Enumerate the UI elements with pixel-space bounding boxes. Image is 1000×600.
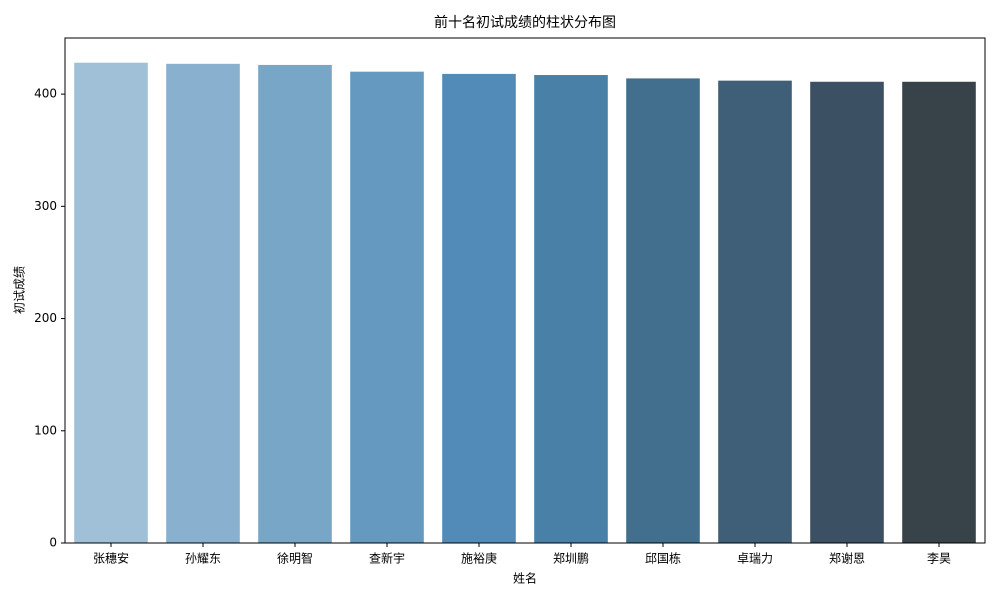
x-tick-label: 孙耀东: [185, 552, 221, 566]
bar: [74, 62, 148, 543]
y-tick-label: 0: [49, 536, 57, 550]
x-tick-label: 卓瑞力: [737, 552, 773, 566]
plot-frame: [64, 37, 986, 544]
x-tick-label: 张穗安: [93, 551, 129, 566]
bar: [534, 75, 608, 544]
x-tick-label: 李昊: [927, 551, 951, 566]
bar: [166, 63, 240, 544]
bar: [350, 71, 424, 544]
x-axis-label: 姓名: [513, 571, 537, 586]
x-tick-label: 徐明智: [277, 551, 313, 566]
y-tick-label: 200: [34, 311, 57, 325]
y-axis-label: 初试成绩: [12, 266, 27, 314]
y-tick-label: 400: [34, 87, 57, 101]
bar: [810, 81, 884, 544]
y-tick-label: 300: [34, 199, 57, 213]
bar: [626, 78, 700, 544]
bar: [258, 64, 332, 543]
bar: [442, 73, 516, 544]
x-tick-label: 郑圳鹏: [553, 551, 589, 566]
bar: [902, 81, 976, 544]
bar: [718, 80, 792, 544]
x-tick-label: 施裕庚: [461, 551, 497, 566]
x-tick-label: 查新宇: [369, 551, 405, 566]
x-tick-label: 邱国栋: [645, 551, 681, 566]
chart-title: 前十名初试成绩的柱状分布图: [434, 14, 616, 31]
x-tick-label: 郑谢恩: [829, 551, 865, 566]
y-tick-label: 100: [34, 423, 57, 437]
